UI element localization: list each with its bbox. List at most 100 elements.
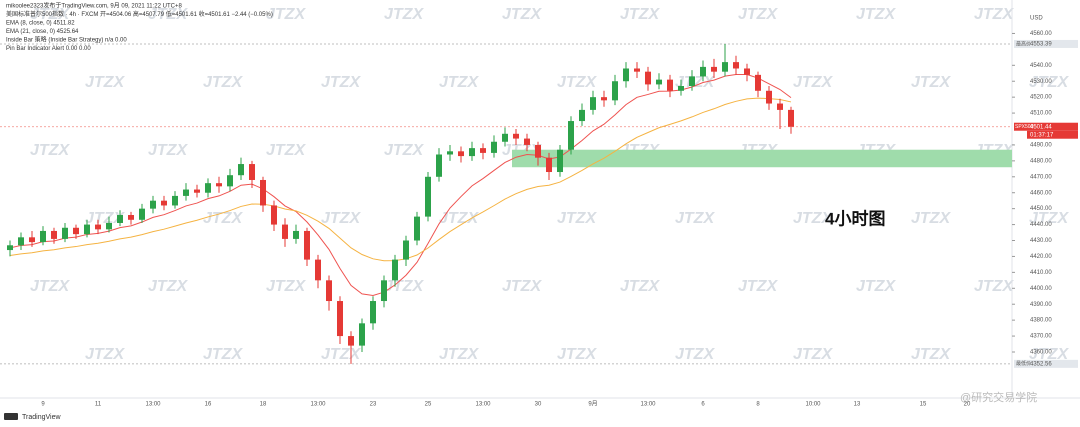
high-label: 最高价 — [1016, 40, 1031, 47]
watermark: JTZX — [502, 278, 542, 295]
y-tick-label: 4510.00 — [1030, 111, 1052, 117]
candle-body — [359, 323, 365, 346]
candle-body — [150, 200, 156, 209]
candle-body — [579, 109, 585, 122]
watermark: JTZX — [321, 210, 361, 227]
candle-body — [40, 230, 46, 243]
ema-line — [9, 74, 792, 296]
watermark: JTZX — [675, 210, 715, 227]
candle-body — [667, 79, 673, 91]
x-tick-label: 13 — [854, 402, 861, 408]
y-tick-label: 4480.00 — [1030, 158, 1052, 164]
y-tick-label: 4360.00 — [1030, 350, 1052, 356]
x-tick-label: 11 — [95, 402, 102, 408]
candle-body — [260, 179, 266, 206]
watermark: JTZX — [30, 142, 70, 159]
candle-body — [315, 259, 321, 281]
watermark: JTZX — [793, 210, 833, 227]
header-line: EMA (8, close, 0) 4511.82 — [6, 21, 75, 27]
candle-body — [304, 230, 310, 260]
countdown-tag — [1027, 130, 1078, 139]
watermark: JTZX — [148, 142, 188, 159]
watermark: JTZX — [384, 6, 424, 23]
watermark: JTZX — [974, 278, 1014, 295]
y-tick-label: 4430.00 — [1030, 238, 1052, 244]
y-tick-label: 4490.00 — [1030, 143, 1052, 149]
candle-body — [524, 138, 530, 145]
candle-body — [535, 144, 541, 158]
support-zone — [512, 149, 1012, 168]
watermark: JTZX — [620, 278, 660, 295]
candle-body — [568, 121, 574, 150]
watermark: JTZX — [266, 6, 306, 23]
header-line: Inside Bar 策略 (Inside Bar Strategy) n/a … — [6, 36, 127, 44]
price-tag — [1014, 359, 1078, 368]
watermark: JTZX — [911, 346, 951, 363]
watermark: JTZX — [384, 278, 424, 295]
y-tick-label: 4420.00 — [1030, 254, 1052, 260]
candle-body — [216, 183, 222, 187]
candle-body — [337, 301, 343, 337]
candle-body — [348, 336, 354, 346]
low-label: 最低价 — [1016, 360, 1031, 367]
candle-body — [403, 240, 409, 260]
high-value: 4553.39 — [1030, 42, 1052, 48]
candle-body — [458, 151, 464, 157]
x-tick-label: 15 — [920, 402, 927, 408]
x-tick-label: 23 — [370, 402, 377, 408]
watermark: JTZX — [148, 6, 188, 23]
y-tick-label: 4520.00 — [1030, 95, 1052, 101]
x-tick-label: 6 — [701, 402, 705, 408]
watermark: JTZX — [557, 346, 597, 363]
ema-line — [9, 97, 792, 262]
watermark: JTZX — [856, 278, 896, 295]
y-tick-label: 4560.00 — [1030, 31, 1052, 37]
watermark: JTZX — [266, 278, 306, 295]
source-watermark: @研究交易学院 — [960, 390, 1037, 404]
candle-body — [370, 301, 376, 324]
watermark: JTZX — [85, 74, 125, 91]
x-tick-label: 20 — [964, 402, 971, 408]
y-tick-label: 4540.00 — [1030, 63, 1052, 69]
candle-body — [139, 208, 145, 220]
candle-body — [491, 141, 497, 153]
watermark: JTZX — [30, 6, 70, 23]
watermark: JTZX — [557, 74, 597, 91]
y-tick-label: 4380.00 — [1030, 318, 1052, 324]
candle-body — [238, 164, 244, 176]
candle-body — [480, 148, 486, 153]
x-tick-label: 16 — [205, 402, 212, 408]
candle-body — [623, 68, 629, 82]
candle-body — [73, 227, 79, 235]
candle-body — [62, 227, 68, 239]
candle-body — [744, 68, 750, 75]
candle-body — [777, 103, 783, 110]
candle-body — [205, 183, 211, 193]
candle-body — [469, 148, 475, 157]
watermark: JTZX — [1029, 74, 1069, 91]
footer-logo: TradingView — [22, 414, 61, 421]
x-tick-label: 13:00 — [640, 402, 656, 408]
candle-body — [18, 237, 24, 246]
price-tag — [1014, 39, 1078, 48]
last-value: 4501.44 — [1030, 124, 1052, 130]
watermark: JTZX — [620, 6, 660, 23]
header-line: 美国标准普尔500指数 · 4h · FXCM 开=4504.06 高=4507… — [6, 10, 273, 18]
watermark: JTZX — [321, 346, 361, 363]
candle-body — [755, 74, 761, 91]
watermark: JTZX — [675, 346, 715, 363]
watermark: JTZX — [738, 278, 778, 295]
watermark: JTZX — [266, 142, 306, 159]
candle-body — [612, 81, 618, 101]
candle-body — [788, 109, 794, 127]
watermark: JTZX — [675, 74, 715, 91]
header-line: mikoolee2323发布于TradingView.com, 9月 09, 2… — [6, 2, 182, 10]
candle-body — [447, 151, 453, 155]
candle-body — [414, 216, 420, 241]
candle-body — [700, 66, 706, 77]
watermark: JTZX — [85, 346, 125, 363]
candle-body — [227, 175, 233, 187]
y-tick-label: 4370.00 — [1030, 334, 1052, 340]
watermark: JTZX — [148, 278, 188, 295]
